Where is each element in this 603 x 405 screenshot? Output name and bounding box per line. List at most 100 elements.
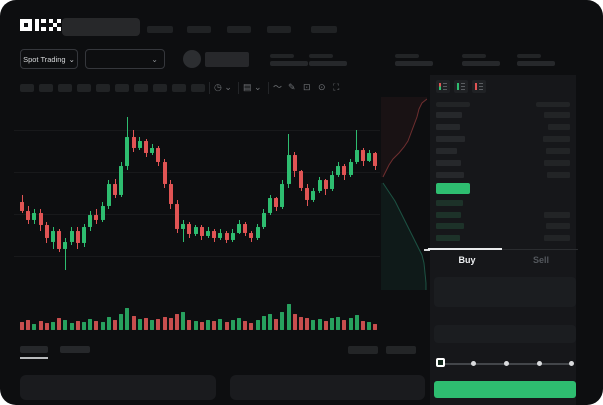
screenshot-icon[interactable]: ⊡ xyxy=(303,82,311,92)
nav-item-5[interactable] xyxy=(311,26,337,33)
candle xyxy=(69,230,74,242)
timeframe-button[interactable] xyxy=(39,84,53,92)
volume-bar xyxy=(187,320,192,330)
volume-bar xyxy=(26,320,31,330)
candle xyxy=(88,214,93,228)
orderbook-amount-bar xyxy=(546,148,570,154)
orderbook-price-bar[interactable] xyxy=(436,148,457,154)
ticker-stat-value xyxy=(517,61,555,66)
orderbook-amount-bar xyxy=(548,124,570,130)
orderbook-price-bar[interactable] xyxy=(436,200,463,206)
timeframe-button[interactable] xyxy=(172,84,186,92)
search-input[interactable] xyxy=(62,18,140,36)
price-input-field[interactable] xyxy=(434,277,576,307)
timeframe-button[interactable] xyxy=(77,84,91,92)
draw-tool-icon[interactable]: ✎ xyxy=(288,82,296,92)
candle xyxy=(150,148,155,154)
tab-sell[interactable]: Sell xyxy=(532,255,549,265)
orderbook-price-bar[interactable] xyxy=(436,124,460,130)
orderbook-amount-bar xyxy=(546,223,570,229)
timeframe-button[interactable] xyxy=(191,84,205,92)
nav-item-1[interactable] xyxy=(147,26,173,33)
timeframe-button[interactable] xyxy=(96,84,110,92)
timeframe-button[interactable] xyxy=(115,84,129,92)
volume-bar xyxy=(249,323,254,330)
volume-bar xyxy=(286,304,291,330)
pair-selector-dropdown[interactable]: ⌄ xyxy=(85,49,165,69)
candle xyxy=(274,198,279,208)
line-tool-icon[interactable]: 〜 xyxy=(273,82,283,92)
orderbook-bids-view-icon[interactable] xyxy=(454,80,468,93)
orderbook-price-bar[interactable] xyxy=(436,160,461,166)
volume-bar xyxy=(119,314,124,330)
pair-name-placeholder xyxy=(205,52,249,67)
ticker-stat-value xyxy=(309,61,347,66)
candle xyxy=(373,153,378,166)
candle xyxy=(144,140,148,154)
orderbook-last-price[interactable] xyxy=(436,183,470,194)
buy-submit-button[interactable] xyxy=(434,381,576,398)
fullscreen-icon[interactable]: ⛶ xyxy=(333,82,340,92)
orderbook-price-bar[interactable] xyxy=(436,172,464,178)
ticker-stat-label xyxy=(462,54,486,58)
bottom-panel-placeholder-1 xyxy=(20,375,216,400)
orderbook-price-bar[interactable] xyxy=(436,234,460,241)
candle xyxy=(57,230,62,249)
slider-stop-75[interactable] xyxy=(537,361,542,366)
nav-item-2[interactable] xyxy=(187,26,211,33)
slider-stop-50[interactable] xyxy=(504,361,509,366)
nav-item-3[interactable] xyxy=(227,26,251,33)
chart-range-button-1[interactable] xyxy=(348,346,378,354)
bottom-tab-active[interactable] xyxy=(20,346,48,353)
timeframe-button[interactable] xyxy=(58,84,72,92)
candle xyxy=(94,214,99,220)
volume-bar xyxy=(38,321,43,330)
candle xyxy=(32,212,37,220)
orderbook-amount-bar xyxy=(547,172,570,178)
candle xyxy=(193,227,198,235)
bottom-tab-2[interactable] xyxy=(60,346,90,353)
timeframe-button[interactable] xyxy=(134,84,148,92)
nav-item-4[interactable] xyxy=(267,26,291,33)
market-type-dropdown[interactable]: Spot Trading ⌄ xyxy=(20,49,78,69)
volume-bar xyxy=(88,319,93,330)
chart-range-button-2[interactable] xyxy=(386,346,416,354)
tab-buy[interactable]: Buy xyxy=(458,255,476,265)
volume-bar xyxy=(162,317,167,330)
candle xyxy=(168,184,173,204)
timeframe-button[interactable] xyxy=(20,84,34,92)
ticker-stat-value xyxy=(270,61,308,66)
orderbook-price-bar[interactable] xyxy=(436,136,465,142)
candle xyxy=(268,198,272,213)
slider-stop-100[interactable] xyxy=(569,361,574,366)
percent-slider-handle[interactable] xyxy=(436,358,445,367)
candle xyxy=(299,171,303,188)
amount-input-field[interactable] xyxy=(434,325,576,343)
orderbook-asks-view-icon[interactable] xyxy=(472,80,486,93)
candle xyxy=(367,153,372,161)
orderbook-amount-bar xyxy=(544,160,570,166)
candle xyxy=(75,230,80,244)
candle xyxy=(361,149,365,161)
candle xyxy=(311,191,316,201)
interval-dropdown[interactable]: ◷ ⌄ xyxy=(214,82,232,92)
chart-type-dropdown[interactable]: ▤ ⌄ xyxy=(243,82,262,92)
orderbook-price-bar[interactable] xyxy=(436,223,464,229)
buy-tab-underline xyxy=(428,248,502,250)
volume-bar xyxy=(137,319,142,330)
timeframe-button[interactable] xyxy=(153,84,167,92)
orderbook-price-bar[interactable] xyxy=(436,211,461,218)
orderbook-price-header xyxy=(436,102,470,107)
volume-bar xyxy=(212,321,217,330)
chart-gridline xyxy=(14,256,380,257)
volume-bar xyxy=(63,320,68,330)
orderbook-combined-view-icon[interactable] xyxy=(436,80,450,93)
slider-stop-25[interactable] xyxy=(471,361,476,366)
candle xyxy=(212,230,217,238)
candle xyxy=(280,184,285,208)
orderbook-price-bar[interactable] xyxy=(436,112,462,118)
candlestick-chart[interactable] xyxy=(14,112,380,292)
alert-icon[interactable]: ⊙ xyxy=(318,82,326,92)
candle xyxy=(330,175,334,190)
volume-bar xyxy=(100,322,105,330)
